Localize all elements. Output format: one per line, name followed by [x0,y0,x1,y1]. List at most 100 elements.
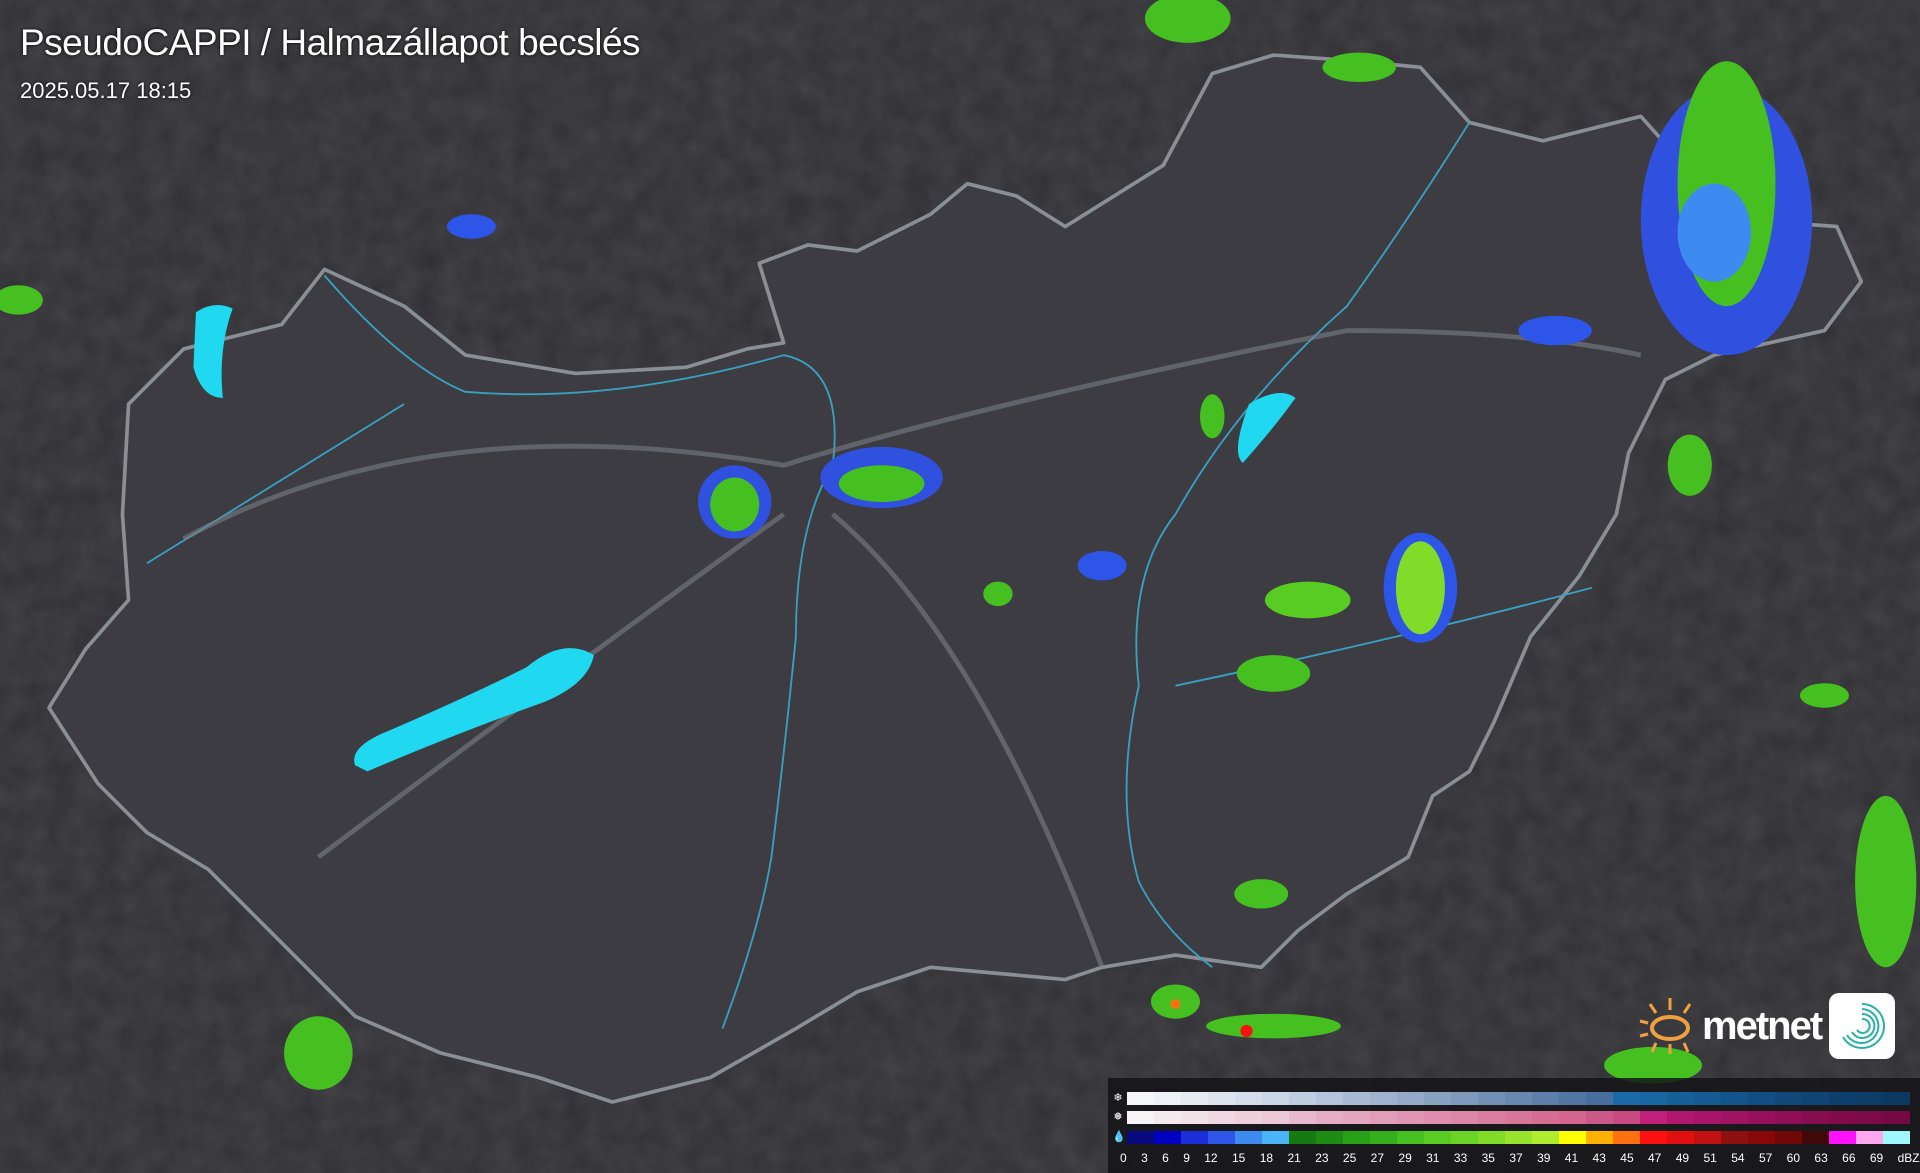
legend-color-cell [1370,1131,1397,1144]
legend-color-cell [1181,1111,1208,1124]
legend-color-cell [1235,1111,1262,1124]
legend-label: 3 [1141,1151,1148,1165]
spiral-icon [1842,1002,1886,1049]
legend-color-cell [1505,1092,1532,1105]
legend-color-cell [1559,1111,1586,1124]
legend-label: dBZ [1897,1151,1920,1165]
map-title: PseudoCAPPI / Halmazállapot becslés [20,22,641,63]
legend-color-cell [1667,1111,1694,1124]
legend-label: 41 [1564,1151,1579,1165]
legend-color-cell [1748,1111,1775,1124]
legend-label: 23 [1315,1151,1329,1165]
legend-color-cell [1559,1131,1586,1144]
legend-color-cell [1721,1131,1748,1144]
legend-color-cell [1667,1131,1694,1144]
legend-color-cell [1127,1131,1154,1144]
legend-color-cell [1505,1131,1532,1144]
legend-label: 49 [1675,1151,1690,1165]
spiral-logo-badge [1829,993,1896,1059]
legend-color-cell [1802,1092,1829,1105]
legend-label: 6 [1162,1151,1169,1165]
legend-color-cell [1613,1111,1640,1124]
legend-color-cell [1586,1092,1613,1105]
legend-color-cell [1343,1131,1370,1144]
legend-label: 57 [1758,1151,1773,1165]
legend-snow-scale [1127,1092,1910,1105]
legend-label: 37 [1509,1151,1523,1165]
legend-color-cell [1856,1111,1883,1124]
legend-color-cell [1694,1131,1721,1144]
legend-label: 47 [1648,1151,1662,1165]
legend-color-cell [1235,1131,1262,1144]
legend-color-cell [1478,1131,1505,1144]
legend-color-cell [1532,1131,1559,1144]
legend-color-cell [1532,1092,1559,1105]
sleet-icon: ❅ [1113,1111,1123,1123]
lake-neusiedl [193,305,233,398]
legend-color-cell [1856,1092,1883,1105]
legend-color-cell [1127,1111,1154,1124]
legend-color-cell [1370,1092,1397,1105]
legend-label: 9 [1183,1151,1190,1165]
legend-color-cell [1289,1092,1316,1105]
legend-color-cell [1478,1092,1505,1105]
legend-color-cell [1289,1111,1316,1124]
lakes [193,305,1296,772]
legend-label: 0 [1120,1151,1127,1165]
river-tisza [1125,121,1471,969]
lake-balaton [354,648,594,772]
legend-color-cell [1208,1092,1235,1105]
legend-color-cell [1586,1131,1613,1144]
legend-color-cell [1397,1092,1424,1105]
legend-label: 18 [1259,1151,1274,1165]
legend-color-cell [1154,1111,1181,1124]
map-timestamp: 2025.05.17 18:15 [20,78,192,103]
legend-color-cell [1451,1111,1478,1124]
legend-label: 15 [1231,1151,1246,1165]
legend-color-cell [1478,1111,1505,1124]
legend-color-cell [1343,1111,1370,1124]
legend-color-cell [1505,1111,1532,1124]
legend-color-cell [1208,1131,1235,1144]
sun-icon [1639,998,1692,1054]
legend-label: 60 [1786,1151,1801,1165]
legend-labels: 0 3 6 9 12 15 18 21 23 25 27 29 31 33 35 37 39 41 43 45 47 49… [1120,1151,1920,1165]
legend-color-cell [1613,1131,1640,1144]
legend-color-cell [1451,1092,1478,1105]
legend-color-cell [1154,1131,1181,1144]
legend-color-cell [1856,1131,1883,1144]
legend-color-cell [1424,1092,1451,1105]
legend-color-cell [1208,1111,1235,1124]
legend-color-cell [1883,1131,1910,1144]
legend-label: 54 [1731,1151,1745,1165]
raindrop-icon: 💧 [1112,1131,1126,1143]
hungary-country [47,53,1864,1104]
legend-color-cell [1775,1131,1802,1144]
metnet-logo: metnet [1638,993,1896,1059]
legend-color-cell [1262,1131,1289,1144]
legend-label: 33 [1453,1151,1468,1165]
legend-label: 63 [1814,1151,1828,1165]
legend-color-cell [1640,1131,1667,1144]
legend-color-cell [1316,1131,1343,1144]
legend-label: 69 [1869,1151,1884,1165]
legend-label: 45 [1620,1151,1634,1165]
legend-color-cell [1397,1111,1424,1124]
legend-color-cell [1613,1092,1640,1105]
legend-color-cell [1262,1092,1289,1105]
legend-color-cell [1829,1111,1856,1124]
legend-label: 35 [1481,1151,1495,1165]
legend-color-cell [1181,1131,1208,1144]
legend-color-cell [1424,1111,1451,1124]
legend-color-cell [1721,1092,1748,1105]
legend-color-cell [1883,1111,1910,1124]
legend-color-cell [1397,1131,1424,1144]
snowflake-icon: ❄ [1113,1092,1123,1104]
legend-label: 39 [1537,1151,1551,1165]
legend-color-cell [1802,1131,1829,1144]
legend-color-cell [1262,1111,1289,1124]
legend-color-cell [1721,1111,1748,1124]
legend-color-cell [1343,1092,1370,1105]
